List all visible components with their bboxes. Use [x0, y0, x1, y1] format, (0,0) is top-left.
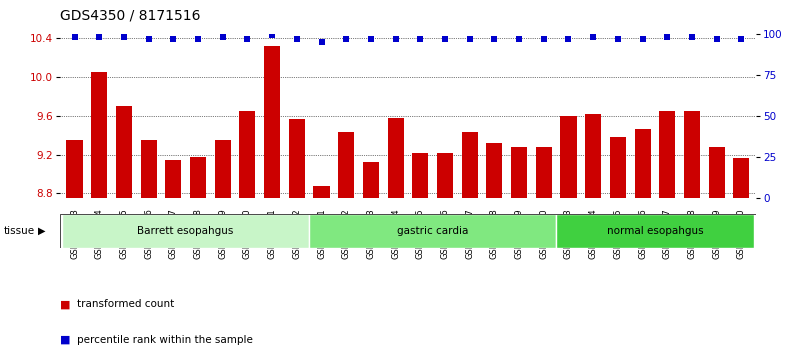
Point [365, 36, 377, 41]
Point [291, 36, 303, 41]
Bar [733, 158, 749, 198]
Point [636, 36, 649, 41]
Text: gastric cardia: gastric cardia [397, 226, 468, 236]
Bar [610, 137, 626, 198]
Bar [141, 140, 157, 198]
Bar [363, 162, 379, 198]
Bar [264, 46, 280, 198]
Point [266, 33, 279, 38]
Point [93, 34, 106, 40]
Bar [92, 72, 107, 198]
Bar [240, 111, 256, 198]
Bar [62, 214, 309, 248]
Point [463, 36, 476, 41]
Point [439, 36, 451, 41]
Point [118, 34, 131, 40]
Bar [309, 214, 556, 248]
Bar [314, 185, 330, 198]
Bar [215, 140, 231, 198]
Point [68, 34, 81, 40]
Bar [560, 116, 576, 198]
Bar [116, 106, 132, 198]
Point [562, 36, 575, 41]
Text: tissue: tissue [4, 226, 35, 236]
Point [685, 34, 698, 40]
Point [537, 36, 550, 41]
Bar [166, 160, 181, 198]
Text: Barrett esopahgus: Barrett esopahgus [138, 226, 234, 236]
Bar [462, 132, 478, 198]
Bar [388, 118, 404, 198]
Bar [486, 143, 502, 198]
Bar [536, 147, 552, 198]
Bar [338, 132, 354, 198]
Text: ■: ■ [60, 299, 70, 309]
Point [340, 36, 353, 41]
Bar [511, 147, 527, 198]
Point [241, 36, 254, 41]
Bar [659, 111, 675, 198]
Bar [708, 147, 724, 198]
Point [167, 36, 180, 41]
Bar [412, 153, 428, 198]
Point [192, 36, 205, 41]
Text: ▶: ▶ [38, 226, 45, 236]
Point [488, 36, 501, 41]
Bar [289, 119, 305, 198]
Point [587, 34, 599, 40]
Text: transformed count: transformed count [77, 299, 174, 309]
Point [315, 39, 328, 45]
Bar [556, 214, 754, 248]
Text: GDS4350 / 8171516: GDS4350 / 8171516 [60, 9, 201, 23]
Point [710, 36, 723, 41]
Point [611, 36, 624, 41]
Text: ■: ■ [60, 335, 70, 345]
Text: percentile rank within the sample: percentile rank within the sample [77, 335, 253, 345]
Bar [585, 114, 601, 198]
Bar [437, 153, 453, 198]
Bar [67, 140, 83, 198]
Point [142, 36, 155, 41]
Point [389, 36, 402, 41]
Text: normal esopahgus: normal esopahgus [607, 226, 703, 236]
Bar [634, 129, 650, 198]
Point [513, 36, 525, 41]
Bar [684, 111, 700, 198]
Point [217, 34, 229, 40]
Point [661, 34, 673, 40]
Point [414, 36, 427, 41]
Bar [190, 156, 206, 198]
Point [735, 36, 747, 41]
